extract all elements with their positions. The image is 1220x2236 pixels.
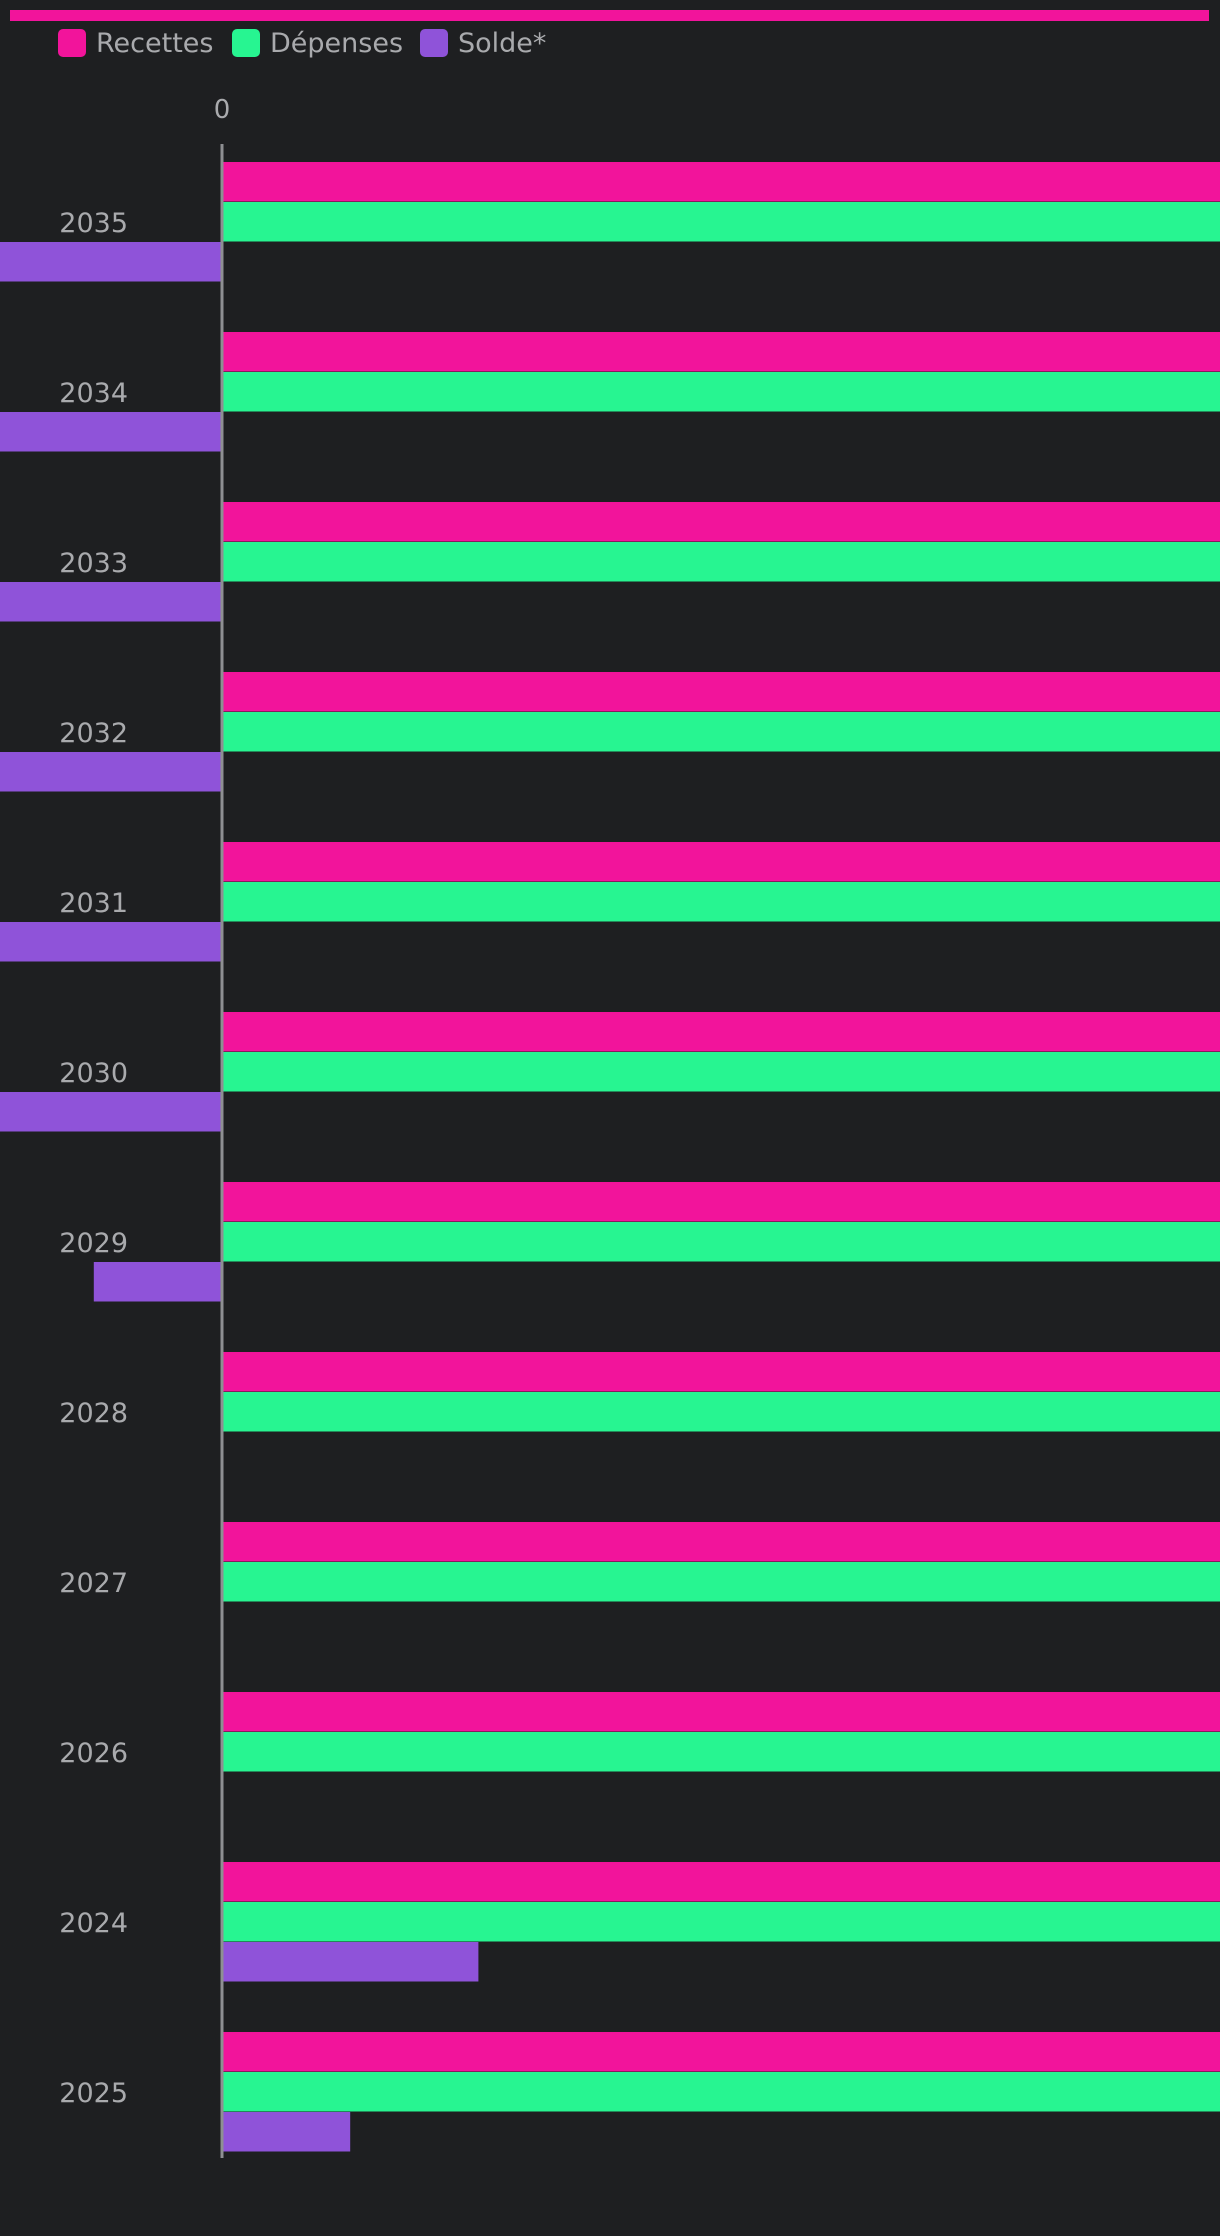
bar-solde-2035 [0, 242, 222, 282]
bar-dpenses-2031 [222, 882, 1220, 922]
bars [0, 162, 1220, 2152]
bar-recettes-2027 [222, 1522, 1220, 1562]
bar-dpenses-2034 [222, 372, 1220, 412]
bar-solde-2033 [0, 582, 222, 622]
bar-dpenses-2033 [222, 542, 1220, 582]
x-axis-tick-labels: 010203040506070 [214, 95, 231, 125]
y-tick-label-2032: 2032 [59, 718, 128, 749]
bar-solde-2032 [0, 752, 222, 792]
bar-recettes-2030 [222, 1012, 1220, 1052]
bar-solde-2031 [0, 922, 222, 962]
bar-recettes-2033 [222, 502, 1220, 542]
bar-dpenses-2025 [222, 2072, 1220, 2112]
legend-swatch-2 [420, 29, 448, 57]
bar-dpenses-2027 [222, 1562, 1220, 1602]
y-tick-label-2029: 2029 [59, 1228, 128, 1259]
bar-recettes-2029 [222, 1182, 1220, 1222]
bar-recettes-2035 [222, 162, 1220, 202]
bar-dpenses-2030 [222, 1052, 1220, 1092]
legend-swatch-1 [232, 29, 260, 57]
bar-solde-2024 [222, 1942, 479, 1982]
bar-recettes-2034 [222, 332, 1220, 372]
legend-label-0: Recettes [96, 28, 213, 59]
bar-dpenses-2024 [222, 1902, 1220, 1942]
y-tick-label-2024: 2024 [59, 1908, 128, 1939]
y-tick-label-2027: 2027 [59, 1568, 128, 1599]
y-tick-label-2034: 2034 [59, 378, 128, 409]
y-tick-label-2025: 2025 [59, 2078, 128, 2109]
y-tick-label-2028: 2028 [59, 1398, 128, 1429]
bar-recettes-2032 [222, 672, 1220, 712]
bar-recettes-2025 [222, 2032, 1220, 2072]
bar-solde-2030 [0, 1092, 222, 1132]
x-tick-label-0: 0 [214, 95, 231, 125]
bar-recettes-2024 [222, 1862, 1220, 1902]
y-axis-tick-labels: 2035 2034 2033 2032 2031 2030 2029 2028 2027 2026… [59, 208, 128, 2109]
legend: Recettes Dépenses Solde* [58, 28, 546, 59]
legend-label-2: Solde* [458, 28, 546, 59]
bar-dpenses-2028 [222, 1392, 1220, 1432]
y-tick-label-2030: 2030 [59, 1058, 128, 1089]
bar-solde-2025 [222, 2112, 351, 2152]
y-tick-label-2026: 2026 [59, 1738, 128, 1769]
y-tick-label-2035: 2035 [59, 208, 128, 239]
y-tick-label-2031: 2031 [59, 888, 128, 919]
bar-recettes-2028 [222, 1352, 1220, 1392]
top-accent-bar [10, 10, 1209, 21]
legend-label-1: Dépenses [270, 28, 403, 59]
bar-recettes-2031 [222, 842, 1220, 882]
bar-dpenses-2029 [222, 1222, 1220, 1262]
bar-recettes-2026 [222, 1692, 1220, 1732]
bar-dpenses-2026 [222, 1732, 1220, 1772]
bar-solde-2034 [0, 412, 222, 452]
bar-solde-2029 [93, 1262, 222, 1302]
legend-swatch-0 [58, 29, 86, 57]
bar-dpenses-2035 [222, 202, 1220, 242]
y-tick-label-2033: 2033 [59, 548, 128, 579]
bar-dpenses-2032 [222, 712, 1220, 752]
